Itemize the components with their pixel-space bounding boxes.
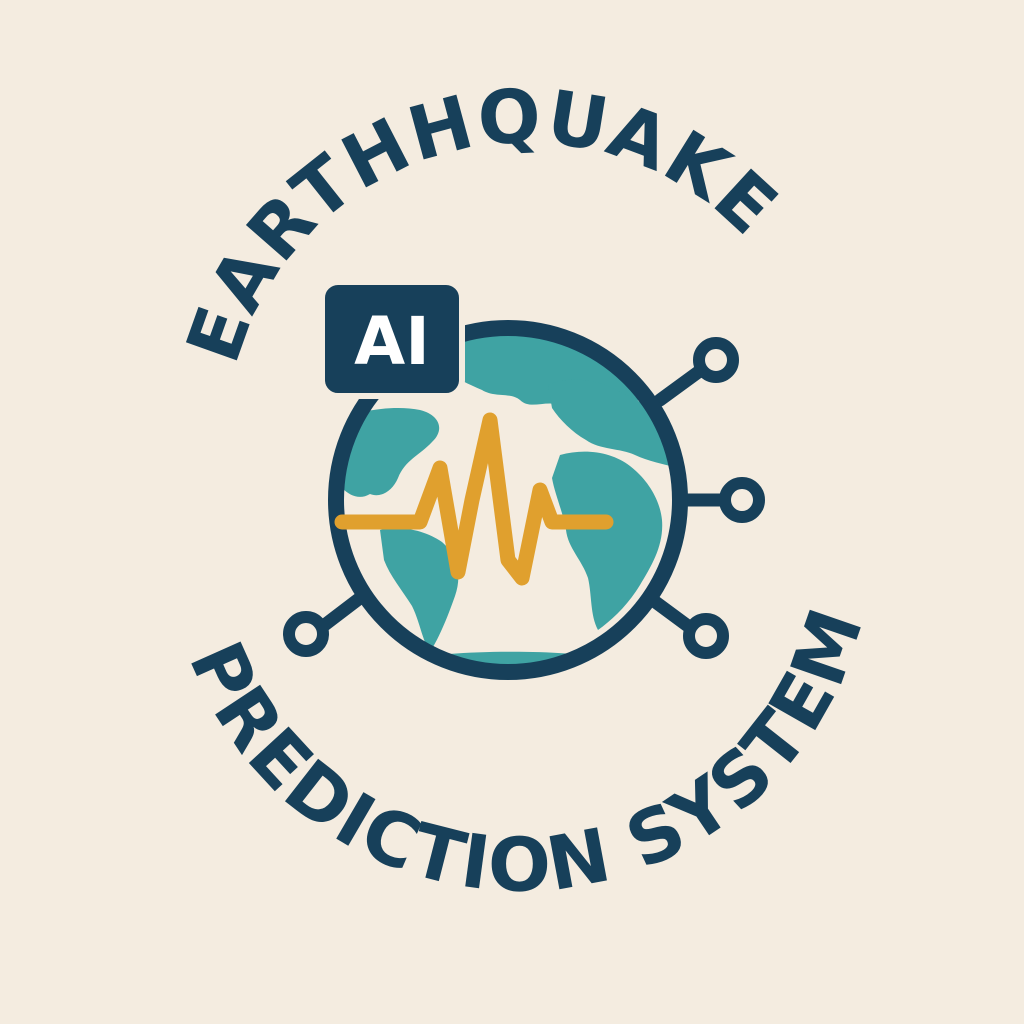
node-bottom-right [683,613,729,659]
continent-south-america [380,528,459,652]
continent-africa [552,451,663,630]
globe-outline [328,320,688,680]
node-right [719,477,765,523]
network-nodes [283,337,765,659]
seismic-wave-icon [334,412,614,586]
node-top-right [693,337,739,383]
continent-eurasia [548,379,680,470]
ai-badge: AI [319,279,465,399]
continent-north-america [338,408,440,497]
node-bottom-left [283,611,329,657]
ai-badge-box [319,279,465,399]
globe-icon [328,320,688,680]
ai-badge-text: AI [354,303,430,380]
